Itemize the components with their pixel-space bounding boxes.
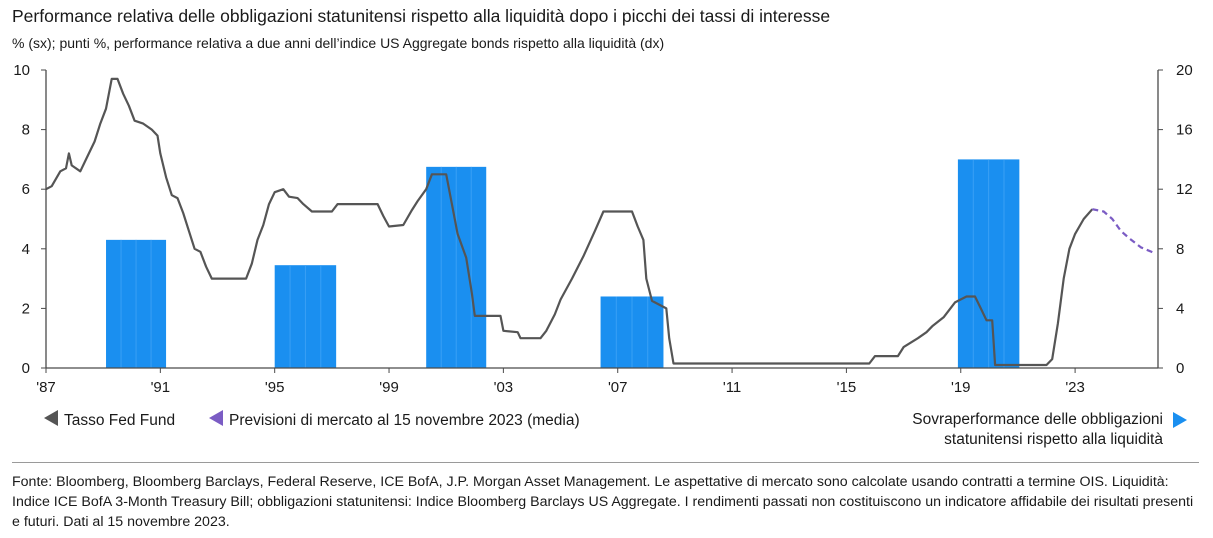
legend-bars: Sovraperformance delle obbligazioni stat…: [843, 410, 1187, 450]
triangle-left-icon: [209, 410, 223, 426]
y-right-tick-label-0: 0: [1176, 360, 1184, 377]
y-right-tick-label-1: 4: [1176, 300, 1184, 317]
y-left-tick-label-2: 4: [22, 241, 30, 258]
legend-fed-label: Tasso Fed Fund: [64, 412, 176, 429]
legend-fed: Tasso Fed Fund: [44, 410, 175, 430]
legend-forecast-label: Previsioni di mercato al 15 novembre 202…: [229, 412, 580, 429]
x-tick-label-9: '23: [1065, 379, 1085, 396]
bars-layer: [106, 159, 1020, 368]
y-left-tick-label-0: 0: [22, 360, 30, 377]
x-tick-label-6: '11: [723, 379, 741, 396]
y-right-tick-label-5: 20: [1176, 62, 1193, 79]
y-left-tick-label-5: 10: [13, 62, 30, 79]
triangle-right-icon: [1173, 412, 1187, 428]
x-tick-label-1: '91: [151, 379, 171, 396]
y-left-tick-label-4: 8: [22, 122, 30, 139]
x-tick-label-8: '19: [951, 379, 971, 396]
y-left-tick-label-1: 2: [22, 300, 30, 317]
source-note: Fonte: Bloomberg, Bloomberg Barclays, Fe…: [12, 474, 1194, 530]
y-right-tick-label-2: 8: [1176, 241, 1184, 258]
legend-bars-line1: Sovraperformance delle obbligazioni: [912, 411, 1163, 428]
x-tick-label-7: '15: [837, 379, 857, 396]
x-tick-label-0: '87: [36, 379, 56, 396]
x-tick-label-4: '03: [494, 379, 514, 396]
y-left-tick-label-3: 6: [22, 181, 30, 198]
triangle-left-icon: [44, 410, 58, 426]
series-line-1: [1092, 208, 1156, 255]
divider: [12, 462, 1199, 463]
lines-layer: [45, 77, 1156, 367]
series-line-0: [45, 77, 1094, 367]
axes-layer: 0 2 4 6 8 10 0 4 8 12 16 20 '87 '91 '95 '99 '03 '07 '11 '15…: [13, 62, 1192, 396]
chart-title: Performance relativa delle obbligazioni …: [12, 6, 831, 26]
x-tick-label-3: '99: [379, 379, 399, 396]
x-tick-label-5: '07: [608, 379, 628, 396]
legend-bars-line2: statunitensi rispetto alla liquidità: [944, 431, 1163, 448]
y-right-tick-label-4: 16: [1176, 122, 1193, 139]
chart-subtitle: % (sx); punti %, performance relativa a …: [12, 35, 665, 51]
legend-forecast: Previsioni di mercato al 15 novembre 202…: [209, 410, 580, 430]
x-tick-label-2: '95: [265, 379, 285, 396]
y-right-tick-label-3: 12: [1176, 181, 1193, 198]
